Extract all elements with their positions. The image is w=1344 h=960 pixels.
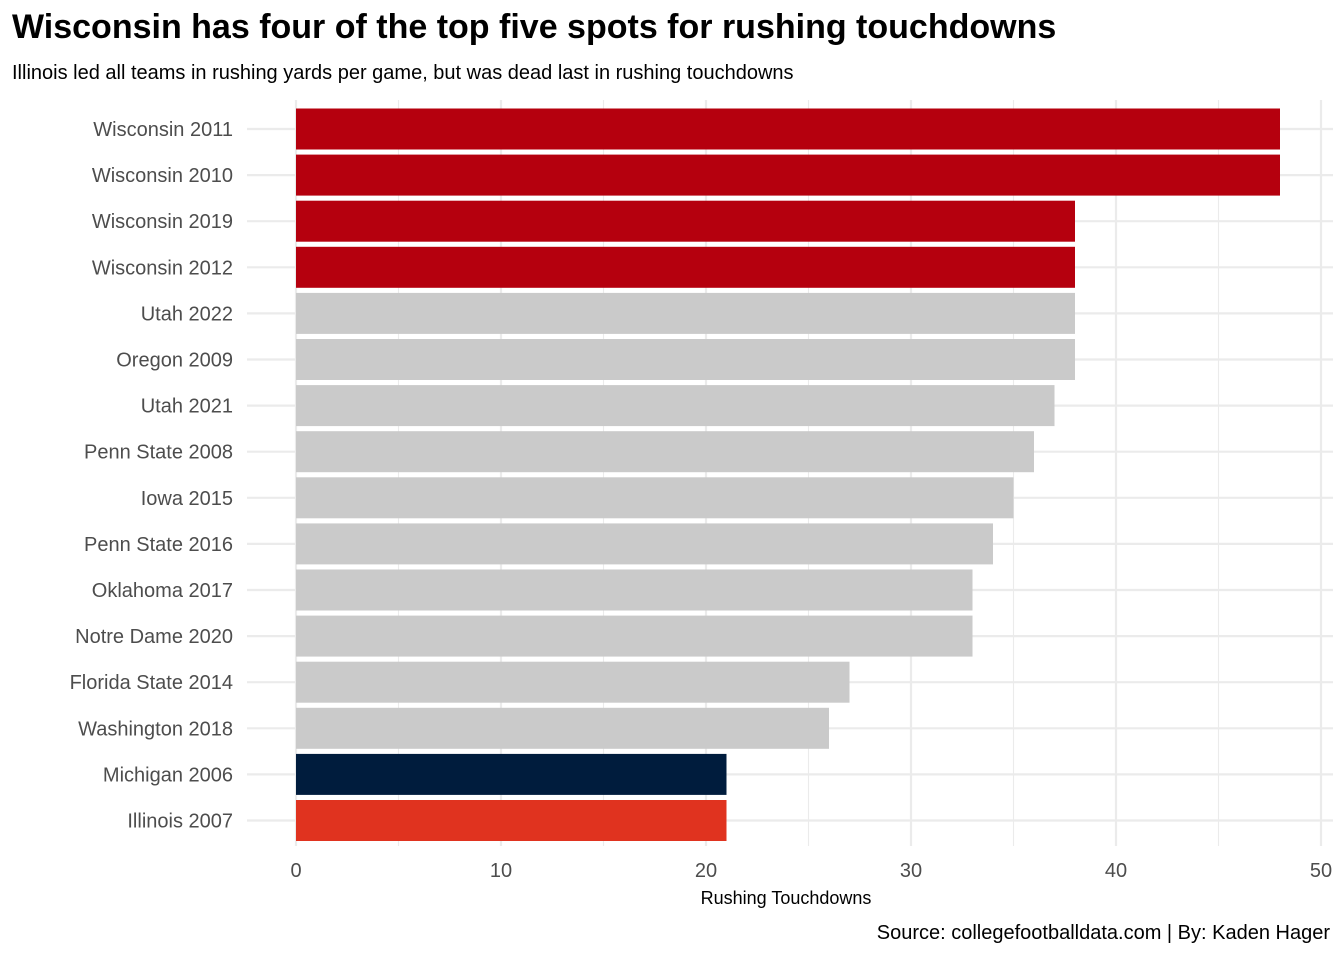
x-tick-label: 40 — [1105, 860, 1127, 882]
y-tick-label: Utah 2022 — [141, 303, 233, 325]
bar — [296, 477, 1014, 519]
y-tick-label: Penn State 2008 — [84, 442, 233, 464]
bar — [296, 339, 1075, 380]
y-tick-label: Oklahoma 2017 — [92, 580, 233, 602]
x-tick-label: 10 — [490, 860, 512, 882]
bar — [296, 385, 1055, 427]
chart-title: Wisconsin has four of the top five spots… — [12, 8, 1057, 46]
chart-subtitle: Illinois led all teams in rushing yards … — [12, 62, 794, 84]
bar — [296, 753, 727, 795]
bar — [296, 108, 1280, 150]
y-tick-label: Penn State 2016 — [84, 534, 233, 556]
y-tick-labels: Wisconsin 2011 Wisconsin 2010 Wisconsin 20… — [70, 119, 233, 833]
y-tick-label: Wisconsin 2011 — [93, 119, 233, 141]
x-tick-label: 0 — [290, 860, 301, 882]
y-tick-label: Notre Dame 2020 — [75, 626, 233, 648]
y-tick-label: Wisconsin 2010 — [92, 165, 233, 187]
y-tick-label: Florida State 2014 — [70, 672, 233, 694]
y-tick-label: Iowa 2015 — [141, 488, 233, 510]
bar — [296, 707, 829, 749]
x-axis-title: Rushing Touchdowns — [701, 888, 872, 908]
x-tick-label: 20 — [695, 860, 717, 882]
y-tick-label: Wisconsin 2012 — [92, 257, 233, 279]
bar — [296, 661, 850, 703]
bar — [296, 569, 973, 611]
y-tick-label: Michigan 2006 — [103, 764, 233, 786]
y-tick-label: Utah 2021 — [141, 396, 233, 418]
bar — [296, 200, 1075, 242]
bar — [296, 800, 727, 841]
bar-layer — [296, 108, 1280, 841]
y-tick-label: Illinois 2007 — [127, 811, 233, 833]
bar — [296, 154, 1280, 196]
y-tick-label: Washington 2018 — [78, 718, 233, 740]
y-tick-label: Wisconsin 2019 — [92, 211, 233, 233]
bar — [296, 431, 1034, 473]
x-tick-label: 30 — [900, 860, 922, 882]
bar — [296, 246, 1075, 288]
bar — [296, 523, 993, 565]
bar — [296, 292, 1075, 334]
bar — [296, 615, 973, 657]
chart-caption: Source: collegefootballdata.com | By: Ka… — [876, 922, 1330, 944]
y-tick-label: Oregon 2009 — [116, 350, 233, 372]
x-tick-labels: 0 10 20 30 40 50 — [290, 860, 1332, 882]
x-tick-label: 50 — [1310, 860, 1332, 882]
